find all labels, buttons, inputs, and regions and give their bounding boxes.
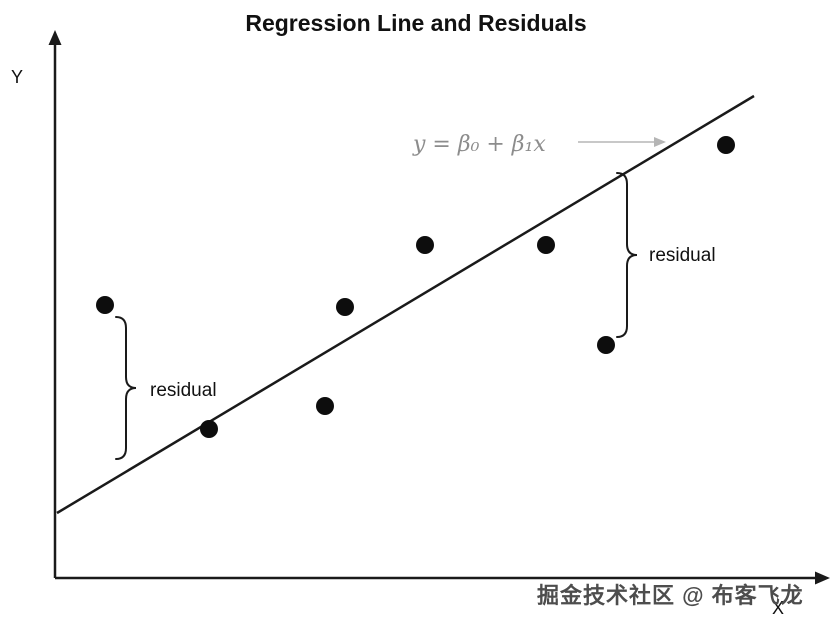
data-points xyxy=(96,136,735,438)
watermark: 掘金技术社区 @ 布客飞龙 xyxy=(537,583,804,608)
data-point xyxy=(416,236,434,254)
x-axis-arrowhead-icon xyxy=(815,571,830,585)
regression-line xyxy=(56,94,755,515)
data-point xyxy=(537,236,555,254)
data-point xyxy=(316,397,334,415)
left-residual-brace xyxy=(115,316,137,460)
right-residual-label: residual xyxy=(649,245,716,266)
data-point xyxy=(200,420,218,438)
x-axis-label: X xyxy=(772,598,784,618)
data-point xyxy=(717,136,735,154)
chart-title: Regression Line and Residuals xyxy=(245,10,586,36)
right-residual-brace xyxy=(616,172,638,338)
data-point xyxy=(96,296,114,314)
y-axis-arrowhead-icon xyxy=(48,30,62,45)
left-residual-label: residual xyxy=(150,380,217,401)
data-point xyxy=(597,336,615,354)
y-axis-label: Y xyxy=(11,67,23,87)
data-point xyxy=(336,298,354,316)
equation-label: y = β₀ + β₁x xyxy=(412,132,546,157)
